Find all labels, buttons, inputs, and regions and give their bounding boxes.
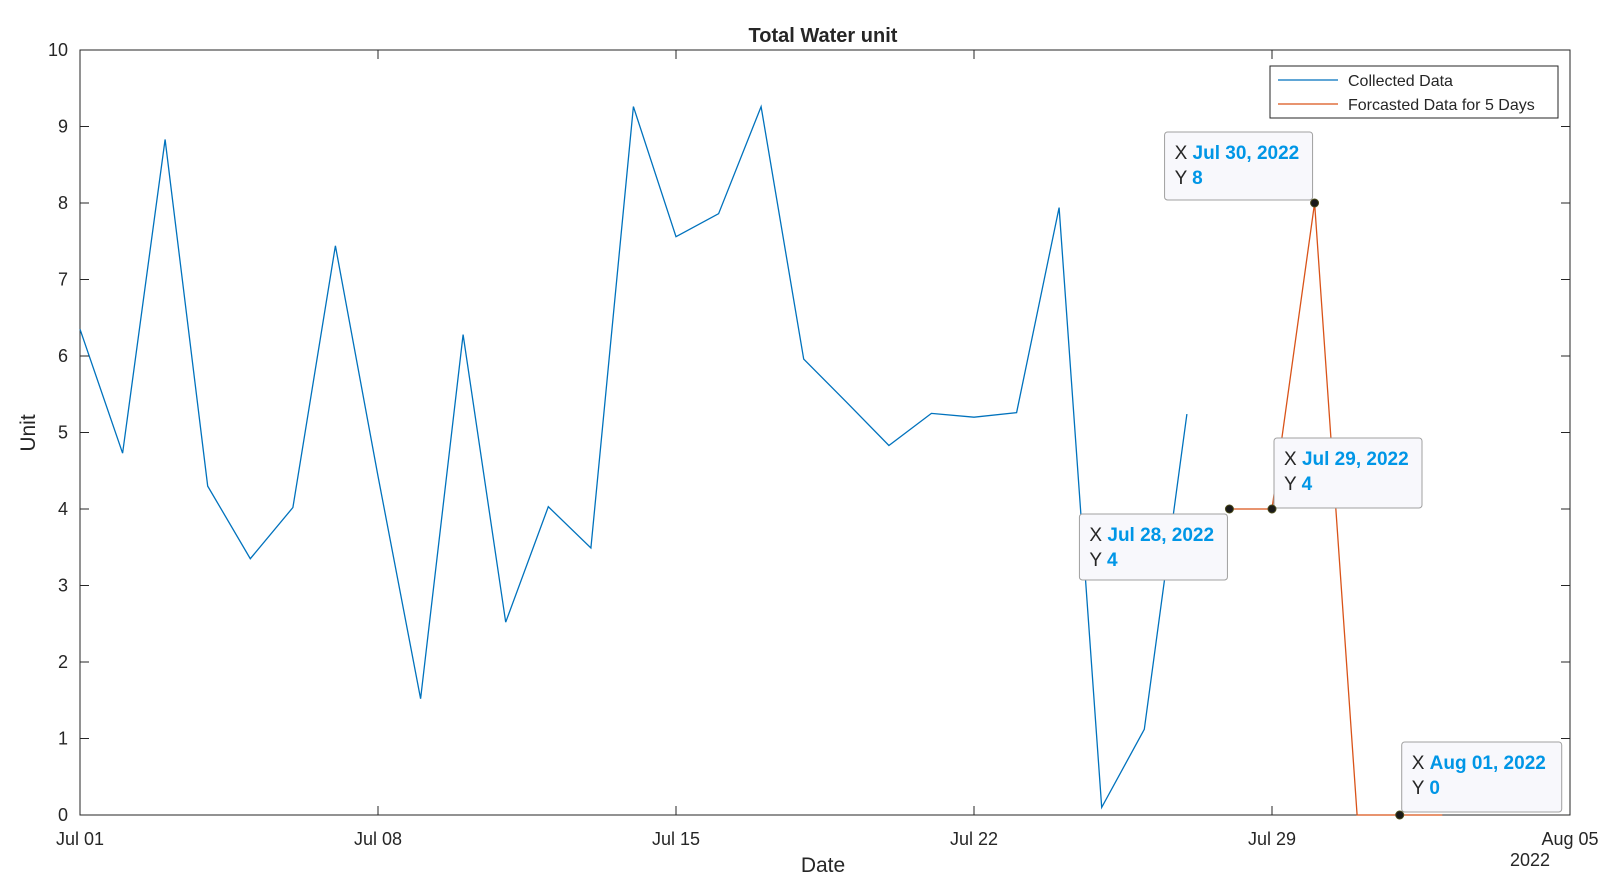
legend-box [1269, 65, 1559, 119]
datatip-x: X Jul 30, 2022 [1175, 143, 1300, 164]
datatip-x: X Jul 28, 2022 [1089, 525, 1214, 546]
y-tick-label: 10 [48, 40, 68, 60]
datatip-x: X Jul 29, 2022 [1284, 449, 1409, 470]
y-tick-label: 6 [58, 346, 68, 366]
ticks: 0 1 2 3 4 5 6 7 8 9 10 Jul 01 Jul 08 Jul 15 Jul 22 Jul … [48, 40, 1599, 849]
y-tick-label: 7 [58, 270, 68, 290]
y-tick-label: 2 [58, 652, 68, 672]
y-tick-label: 8 [58, 193, 68, 213]
y-tick-label: 5 [58, 423, 68, 443]
legend: Collected Data Forcasted Data for 5 Days [1269, 65, 1559, 119]
plot-area [79, 49, 1571, 816]
y-tick-label: 3 [58, 576, 68, 596]
x-axis-label: Date [801, 854, 845, 877]
x-tick-label: Jul 08 [354, 829, 402, 849]
chart-title: Total Water unit [749, 25, 898, 47]
datatip-y: Y 0 [1412, 778, 1440, 799]
x-tick-label: Jul 29 [1248, 829, 1296, 849]
y-tick-label: 9 [58, 117, 68, 137]
series-line-forecast [1229, 202, 1443, 816]
y-axis-label: Unit [17, 414, 40, 452]
y-tick-label: 4 [58, 499, 68, 519]
datatip-box [1273, 437, 1423, 509]
datatip-box [1401, 741, 1563, 813]
y-tick-label: 0 [58, 805, 68, 825]
datatip-y: Y 4 [1284, 474, 1313, 495]
x-tick-label: Jul 22 [950, 829, 998, 849]
series-line-collected [79, 104, 1188, 810]
series-layer [79, 104, 1443, 816]
datatip-y: Y 4 [1089, 550, 1118, 571]
datatip-box [1164, 131, 1314, 201]
datatip-marker [1310, 198, 1320, 208]
datatip-marker [1267, 504, 1277, 514]
x-tick-label: Jul 15 [652, 829, 700, 849]
x-tick-label: Jul 01 [56, 829, 104, 849]
y-tick-label: 1 [58, 729, 68, 749]
plot-frame [79, 49, 1571, 816]
datatip-x: X Aug 01, 2022 [1412, 753, 1546, 774]
datatip-box [1078, 513, 1228, 581]
datatip-marker [1395, 810, 1405, 820]
datatip-y: Y 8 [1175, 168, 1203, 189]
legend-label: Forcasted Data for 5 Days [1348, 97, 1535, 114]
x-axis-year-label: 2022 [1510, 850, 1550, 870]
datatip-marker [1224, 504, 1234, 514]
legend-label: Collected Data [1348, 73, 1453, 90]
x-tick-label: Aug 05 [1541, 829, 1598, 849]
datatips: X Jul 28, 2022 Y 4 X Jul 29, 2022 Y 4 X Jul … [1078, 131, 1563, 820]
